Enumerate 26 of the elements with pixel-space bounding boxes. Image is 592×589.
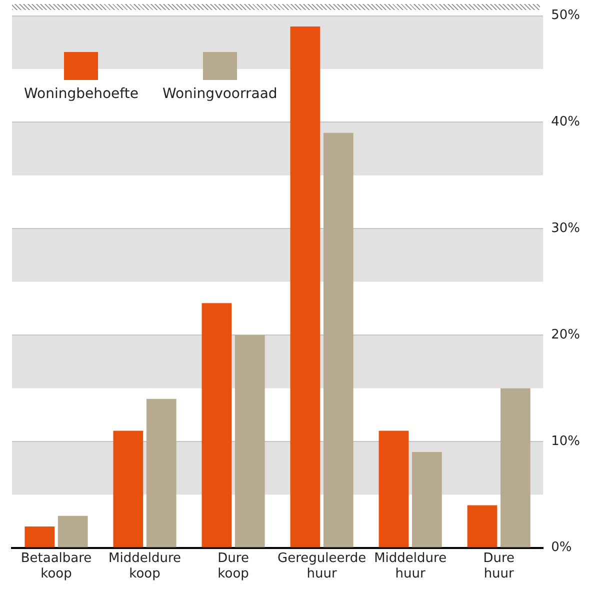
x-tick-label: Gereguleerde huur [278, 550, 366, 582]
bar [113, 430, 144, 548]
bar [290, 26, 320, 548]
legend-label: Woningbehoefte [24, 86, 138, 102]
bar [234, 335, 265, 548]
bar [467, 505, 498, 548]
x-tick-label: Betaalbare koop [20, 550, 92, 582]
bar [202, 303, 232, 548]
bar [378, 430, 409, 548]
bar [412, 452, 442, 548]
x-tick-label: Dure koop [218, 550, 249, 582]
y-tick-label: 20% [551, 327, 580, 342]
bar [500, 388, 530, 548]
y-tick-label: 10% [551, 434, 580, 449]
x-tick-label: Middeldure koop [108, 550, 182, 582]
legend-label: Woningvoorraad [162, 86, 278, 102]
y-tick-label: 30% [551, 220, 580, 236]
bar [146, 398, 176, 548]
y-tick-label: 0% [551, 540, 572, 556]
x-tick-label: Dure huur [483, 550, 515, 582]
bar [24, 526, 55, 548]
x-tick-label: Middeldure huur [374, 550, 447, 582]
bar [58, 516, 88, 548]
bar [323, 132, 354, 548]
y-tick-label: 40% [551, 114, 580, 130]
y-tick-label: 50% [551, 8, 580, 24]
